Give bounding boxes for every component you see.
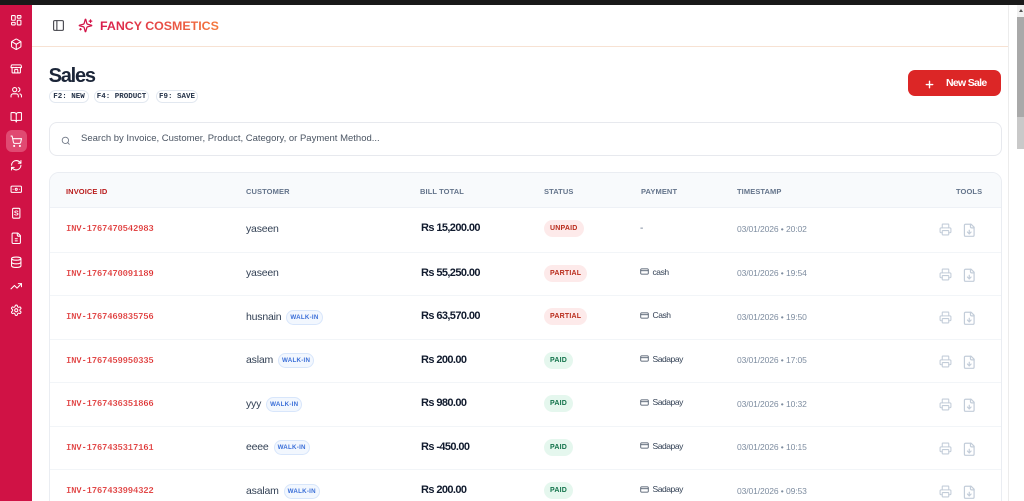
svg-text:S: S xyxy=(14,209,19,218)
